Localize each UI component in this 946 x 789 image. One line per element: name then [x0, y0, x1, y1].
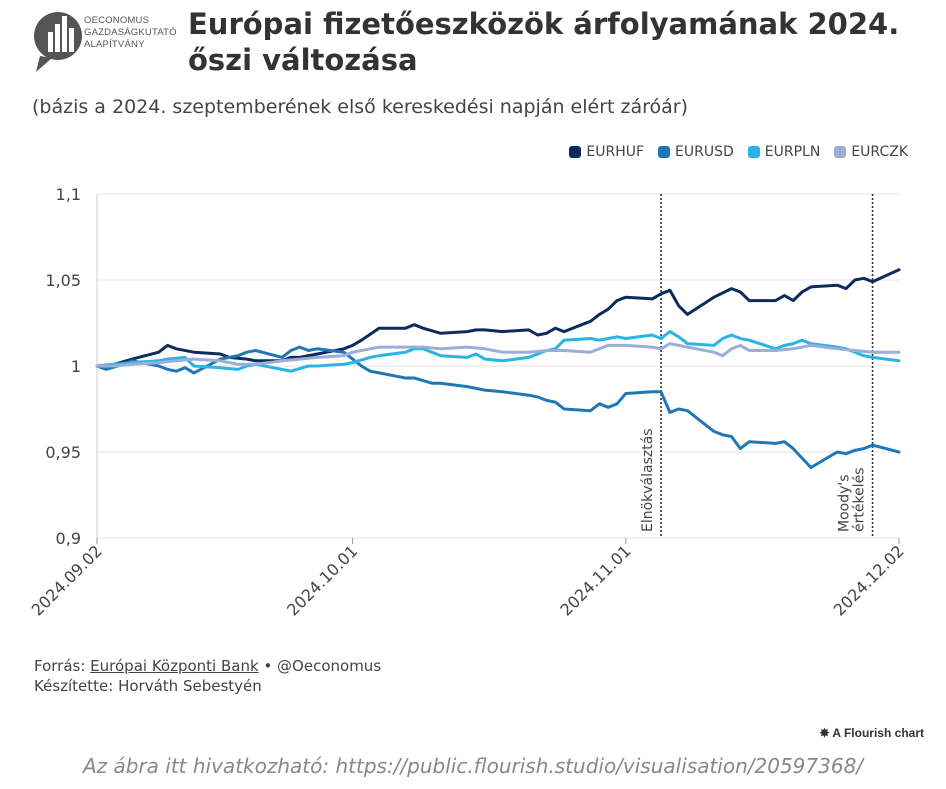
chart-subtitle: (bázis a 2024. szeptemberének első keres…	[32, 96, 689, 118]
author-text: Készítette: Horváth Sebestyén	[34, 677, 262, 695]
legend-item-eurpln[interactable]: EURPLN	[747, 144, 821, 160]
legend-item-eurusd[interactable]: EURUSD	[658, 144, 734, 160]
legend-item-eurczk[interactable]: EURCZK	[834, 144, 908, 160]
legend-label: EURPLN	[764, 144, 821, 160]
x-tick-label: 2024.12.02	[830, 541, 908, 619]
series-line-eurczk	[95, 342, 901, 368]
source-link[interactable]: Európai Központi Bank	[90, 657, 259, 675]
annotation-label: Moody'sértékelés	[837, 468, 868, 533]
legend: EURHUF EURUSD EURPLN EURCZK	[569, 144, 908, 160]
legend-swatch	[747, 146, 760, 158]
source-suffix: • @Oeconomus	[258, 657, 382, 675]
source-prefix: Forrás:	[34, 657, 91, 675]
flourish-icon: ✸	[819, 726, 833, 740]
y-tick-label: 0,9	[56, 529, 81, 548]
annotation-label: Elnökválasztás	[640, 428, 656, 532]
legend-label: EURHUF	[586, 144, 645, 160]
x-tick-label: 2024.10.01	[283, 541, 361, 619]
logo-icon	[34, 12, 82, 72]
legend-swatch	[569, 146, 582, 158]
y-tick-label: 1	[71, 357, 81, 376]
y-tick-label: 0,95	[45, 443, 81, 462]
legend-swatch	[658, 146, 671, 158]
series-line-eurhuf	[95, 268, 901, 368]
y-tick-label: 1,1	[56, 185, 81, 204]
legend-label: EURCZK	[851, 144, 908, 160]
source-block: Forrás: Európai Központi Bank • @Oeconom…	[34, 656, 381, 696]
oeconomus-logo: OECONOMUS GAZDASÁGKUTATÓ ALAPÍTVÁNY	[30, 6, 190, 76]
legend-item-eurhuf[interactable]: EURHUF	[569, 144, 644, 160]
citation-text: Az ábra itt hivatkozható: https://public…	[82, 754, 864, 778]
logo-text: OECONOMUS GAZDASÁGKUTATÓ ALAPÍTVÁNY	[84, 15, 177, 50]
flourish-credit[interactable]: ✸ A Flourish chart	[819, 726, 924, 740]
legend-swatch	[834, 146, 847, 158]
y-tick-label: 1,05	[45, 271, 81, 290]
x-tick-label: 2024.09.02	[28, 541, 106, 619]
chart-title: Európai fizetőeszközök árfolyamának 2024…	[188, 7, 900, 77]
x-tick-label: 2024.11.01	[556, 541, 634, 619]
legend-label: EURUSD	[675, 144, 734, 160]
series-line-eurusd	[95, 345, 901, 469]
